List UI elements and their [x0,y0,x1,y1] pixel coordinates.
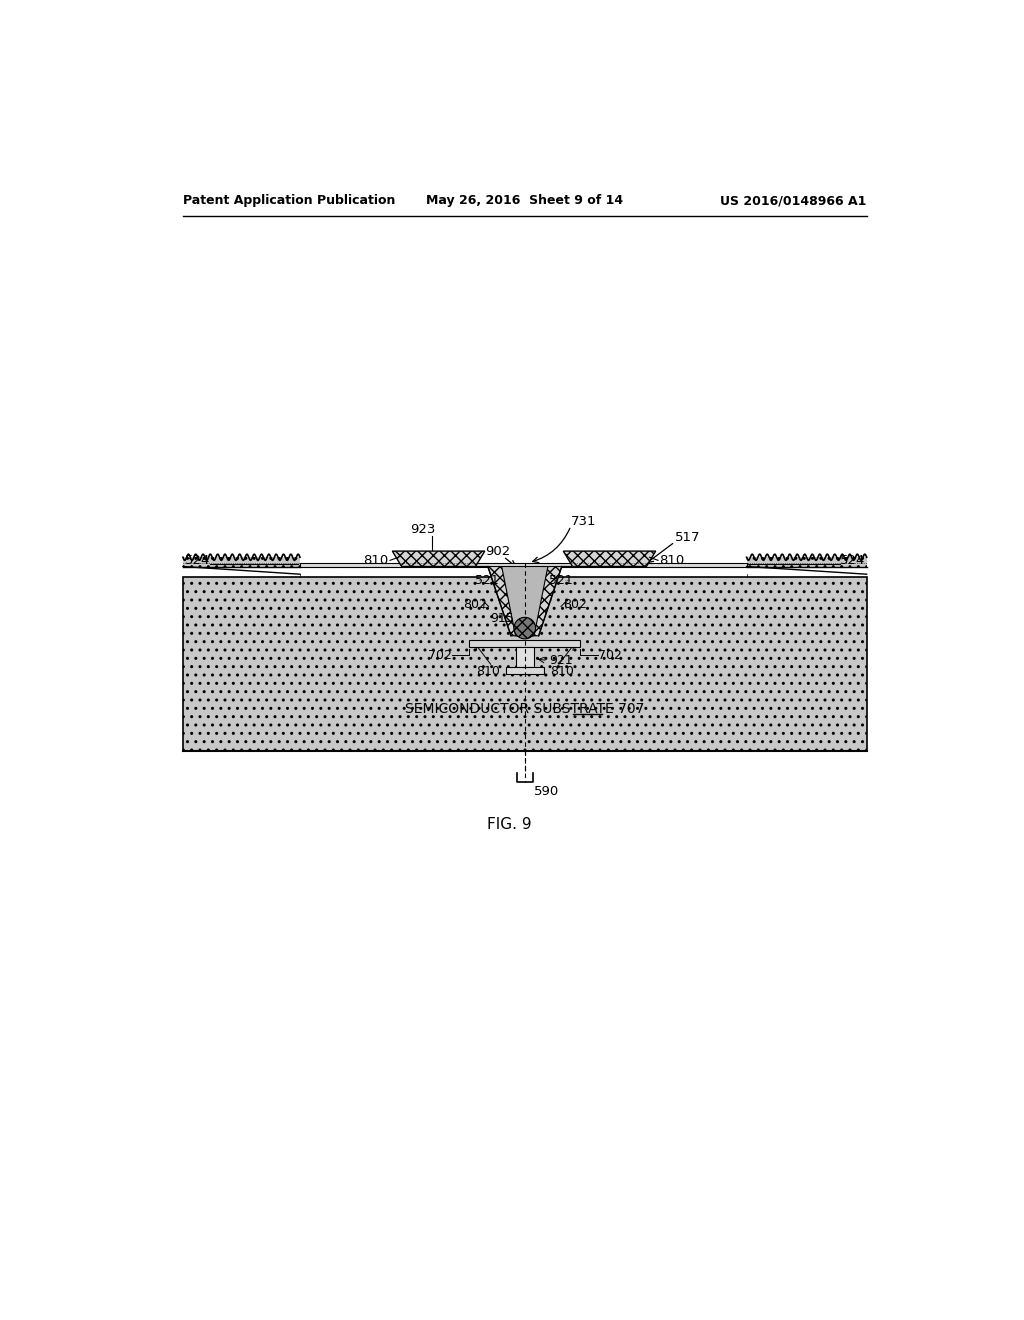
Text: SEMICONDUCTOR SUBSTRATE 707: SEMICONDUCTOR SUBSTRATE 707 [406,702,644,715]
Text: May 26, 2016  Sheet 9 of 14: May 26, 2016 Sheet 9 of 14 [426,194,624,207]
Bar [746,557,866,566]
Polygon shape [502,566,548,636]
Circle shape [514,618,536,639]
Text: 810: 810 [476,665,500,678]
Text: 702: 702 [598,648,622,661]
Polygon shape [563,552,655,566]
Text: 524: 524 [184,554,210,566]
Polygon shape [475,566,520,636]
Text: 923: 923 [411,523,436,536]
Text: 802: 802 [563,598,587,611]
Text: 902: 902 [485,545,511,557]
Bar [515,647,535,667]
Text: 521: 521 [549,574,572,587]
Text: Patent Application Publication: Patent Application Publication [183,194,395,207]
Bar [300,562,746,566]
Text: 802: 802 [463,598,486,611]
Bar [469,640,581,647]
Text: 810: 810 [550,665,573,678]
Text: 521: 521 [475,574,499,587]
Text: FIG. 9: FIG. 9 [487,817,531,832]
Text: US 2016/0148966 A1: US 2016/0148966 A1 [720,194,866,207]
Text: 921: 921 [550,653,573,667]
Polygon shape [392,552,484,566]
Text: 915: 915 [489,612,514,626]
Bar [183,557,300,566]
Text: 517: 517 [675,531,700,544]
Text: 524: 524 [840,554,865,566]
Text: 810: 810 [364,554,388,566]
Bar [183,577,866,751]
Text: 702: 702 [428,648,452,661]
Text: 810: 810 [659,554,685,566]
Polygon shape [529,566,572,636]
Bar [506,667,544,675]
Text: 590: 590 [535,785,559,797]
Text: 731: 731 [571,515,597,528]
